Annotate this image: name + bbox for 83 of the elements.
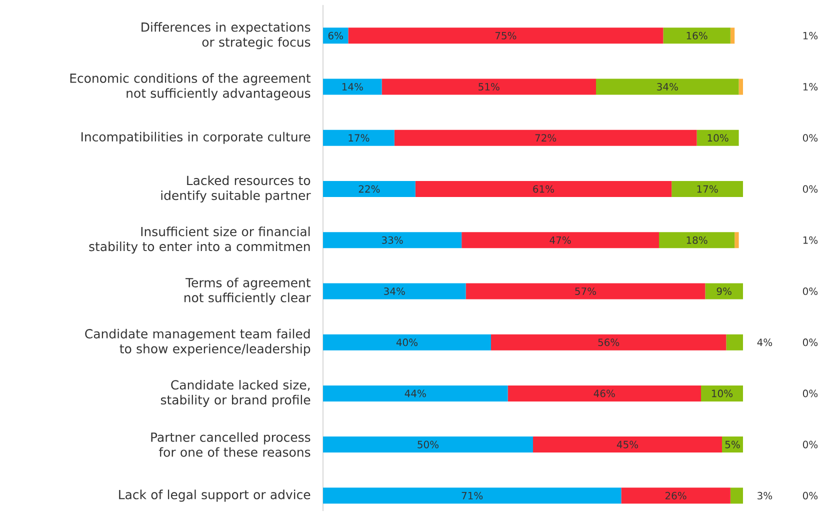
bar — [394, 130, 697, 146]
data-label: 4% — [757, 338, 772, 346]
bar — [491, 334, 726, 350]
bar — [323, 436, 534, 453]
bar — [323, 232, 462, 248]
data-label: 34% — [384, 287, 405, 295]
bar — [382, 78, 596, 95]
bar — [348, 28, 664, 44]
data-label: 6% — [328, 32, 343, 40]
data-label: 9% — [716, 287, 732, 295]
data-label: 26% — [665, 492, 686, 500]
bar — [726, 334, 744, 350]
data-label: 71% — [462, 492, 483, 500]
bar — [466, 283, 706, 300]
data-label: 0% — [802, 185, 818, 193]
data-label: 22% — [358, 185, 380, 193]
data-label: 18% — [686, 236, 708, 244]
data-label: 57% — [575, 287, 596, 295]
bar — [508, 385, 702, 402]
bar — [696, 130, 739, 146]
data-label: 0% — [802, 134, 818, 142]
y-tick-label: Lacked resources to identify suitable partner — [161, 176, 311, 203]
data-label: 34% — [657, 83, 678, 91]
bar — [738, 78, 744, 95]
data-label: 72% — [535, 134, 556, 142]
bar — [323, 334, 491, 350]
y-tick-label: Economic conditions of the agreement not sufficiently advantageous — [70, 73, 311, 100]
data-label: 40% — [396, 338, 418, 346]
data-label: 33% — [382, 236, 403, 244]
data-label: 51% — [478, 83, 500, 91]
data-label: 5% — [725, 440, 740, 448]
data-label: 56% — [598, 338, 620, 346]
bar — [659, 232, 735, 248]
bar — [596, 78, 739, 95]
data-label: 1% — [803, 83, 818, 91]
data-label: 10% — [712, 390, 733, 398]
y-tick-label: Candidate management team failed to show experience/leadership — [85, 328, 310, 356]
bar — [734, 232, 739, 248]
data-label: 17% — [697, 185, 718, 193]
bar — [672, 181, 744, 198]
bar — [323, 283, 466, 300]
bar — [323, 28, 348, 44]
data-label: 44% — [404, 390, 426, 398]
data-label: 45% — [616, 440, 638, 448]
data-label: 47% — [550, 236, 571, 244]
bar — [323, 181, 416, 198]
data-label: 0% — [802, 440, 818, 448]
data-label: 3% — [758, 492, 772, 500]
bar — [323, 130, 394, 146]
data-label: 1% — [803, 32, 818, 40]
bar — [323, 78, 382, 95]
data-label: 0% — [802, 390, 818, 398]
bar — [323, 488, 622, 504]
data-label: 1% — [803, 236, 818, 244]
data-label: 16% — [686, 32, 708, 40]
bar — [462, 232, 660, 248]
y-tick-label: Partner cancelled process for one of these reasons — [151, 432, 310, 457]
bar — [722, 436, 744, 453]
bar — [701, 385, 744, 402]
bar — [621, 488, 730, 504]
bar — [730, 488, 744, 504]
data-label: 46% — [594, 390, 615, 398]
bar — [705, 283, 744, 300]
data-label: 14% — [342, 83, 363, 91]
y-tick-label: Lack of legal support or advice — [119, 490, 310, 502]
bar — [663, 28, 730, 44]
y-tick-label: Terms of agreement not sufficiently clear — [184, 278, 311, 305]
data-label: 17% — [348, 134, 370, 142]
bar — [730, 28, 735, 44]
data-label: 75% — [495, 32, 516, 40]
data-label: 0% — [802, 287, 818, 295]
data-label: 0% — [802, 338, 818, 346]
bar — [415, 181, 672, 198]
data-label: 61% — [533, 185, 554, 193]
data-label: 50% — [418, 440, 439, 448]
y-tick-label: Candidate lacked size, stability or brand profile — [160, 380, 310, 407]
bar — [533, 436, 722, 453]
bar — [323, 385, 508, 402]
y-tick-label: Incompatibilities in corporate culture — [82, 132, 310, 144]
y-tick-label: Insufficient size or financial stability to enter into a commitmen — [89, 226, 310, 254]
data-label: 10% — [708, 134, 728, 142]
y-tick-label: Differences in expectations or strategic focus — [142, 22, 310, 50]
data-label: 0% — [802, 492, 818, 500]
